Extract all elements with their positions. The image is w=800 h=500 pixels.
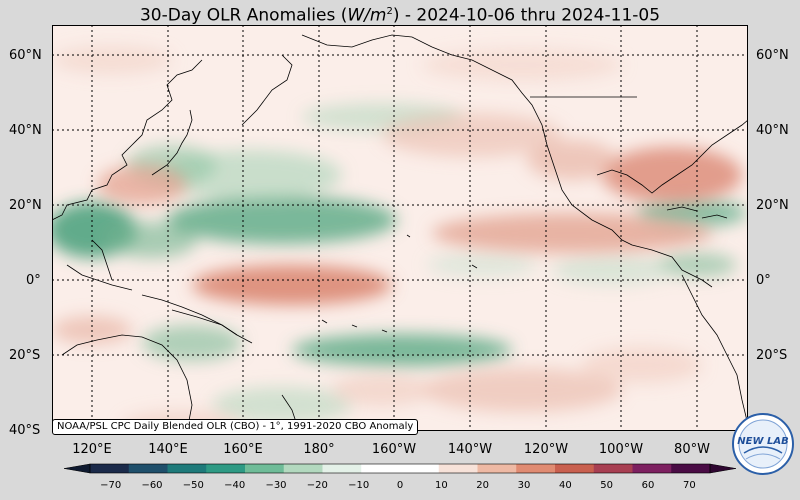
colorbar-segment	[128, 464, 168, 473]
colorbar: −70 −60 −50 −40 −30 −20 −10 0 10 20 30 40 50 60 70	[63, 463, 737, 491]
lon-label: 80°W	[674, 442, 710, 457]
colorbar-segment	[516, 464, 556, 473]
colorbar-segment	[632, 464, 672, 473]
colorbar-segment	[245, 464, 285, 473]
colorbar-tick-label: −20	[307, 480, 328, 491]
lat-label-right: 40°N	[756, 123, 789, 138]
colorbar-tick-label: 50	[600, 480, 613, 491]
colorbar-tick-label: 60	[642, 480, 655, 491]
lon-label: 100°W	[598, 442, 644, 457]
lon-label: 140°W	[447, 442, 493, 457]
title-unit: W/m	[347, 5, 387, 26]
lat-label-left: 0°	[26, 273, 41, 288]
colorbar-tick-label: 30	[518, 480, 531, 491]
colorbar-tick-label: −30	[265, 480, 286, 491]
colorbar-segment	[283, 464, 323, 473]
title-prefix: 30-Day OLR Anomalies (	[139, 5, 348, 26]
map-title: 30-Day OLR Anomalies (W/m2) - 2024-10-06…	[0, 0, 800, 26]
colorbar-segment	[361, 464, 401, 473]
colorbar-segment	[671, 464, 711, 473]
colorbar-segment	[322, 464, 362, 473]
colorbar-tick-label: −50	[183, 480, 204, 491]
lat-label-right: 20°S	[756, 348, 788, 363]
lon-label: 120°E	[72, 442, 112, 457]
source-note: NOAA/PSL CPC Daily Blended OLR (CBO) - 1…	[52, 419, 419, 435]
colorbar-segment	[593, 464, 633, 473]
title-suffix: ) - 2024-10-06 thru 2024-11-05	[392, 5, 661, 26]
lon-label: 180°	[303, 442, 335, 457]
colorbar-segment	[400, 464, 440, 473]
colorbar-tick-label: 20	[476, 480, 489, 491]
lat-label-right: 60°N	[756, 48, 789, 63]
colorbar-tick-label: −70	[100, 480, 121, 491]
colorbar-tick-label: −10	[348, 480, 369, 491]
lat-label-left: 20°N	[9, 198, 42, 213]
anomaly-map	[52, 25, 748, 431]
lat-label-left: 60°N	[9, 48, 42, 63]
lat-label-left: 40°S	[9, 423, 41, 438]
colorbar-segment	[477, 464, 517, 473]
colorbar-segment	[90, 464, 130, 473]
map-canvas	[52, 25, 748, 431]
graticule	[52, 25, 748, 431]
logo-text: NEW LAB	[737, 436, 788, 447]
colorbar-min-extend	[63, 463, 91, 474]
lat-label-right: 20°N	[756, 198, 789, 213]
colorbar-frame	[89, 463, 711, 474]
lat-label-left: 40°N	[9, 123, 42, 138]
colorbar-tick-label: −60	[141, 480, 162, 491]
noaa-psl-logo: NEW LAB	[732, 413, 794, 475]
colorbar-segment	[167, 464, 207, 473]
lat-label-left: 20°S	[9, 348, 41, 363]
negative-anomaly-field	[52, 103, 747, 423]
colorbar-segments	[63, 463, 737, 474]
colorbar-tick-label: 70	[683, 480, 696, 491]
colorbar-segment	[438, 464, 478, 473]
colorbar-tick-label: 0	[397, 480, 403, 491]
colorbar-ticks: −70 −60 −50 −40 −30 −20 −10 0 10 20 30 40 50 60 70	[100, 480, 696, 491]
colorbar-tick-label: −40	[224, 480, 245, 491]
lon-label: 120°W	[523, 442, 569, 457]
lon-label: 140°E	[148, 442, 188, 457]
positive-anomaly-field	[52, 46, 742, 431]
lon-label: 160°E	[223, 442, 263, 457]
colorbar-segment	[206, 464, 246, 473]
colorbar-tick-label: 10	[435, 480, 448, 491]
coastlines	[52, 34, 748, 431]
lat-label-right: 0°	[756, 273, 771, 288]
colorbar-segment	[555, 464, 595, 473]
title-unit-exponent: 2	[386, 6, 393, 17]
colorbar-tick-label: 40	[559, 480, 572, 491]
lon-label: 160°W	[371, 442, 417, 457]
